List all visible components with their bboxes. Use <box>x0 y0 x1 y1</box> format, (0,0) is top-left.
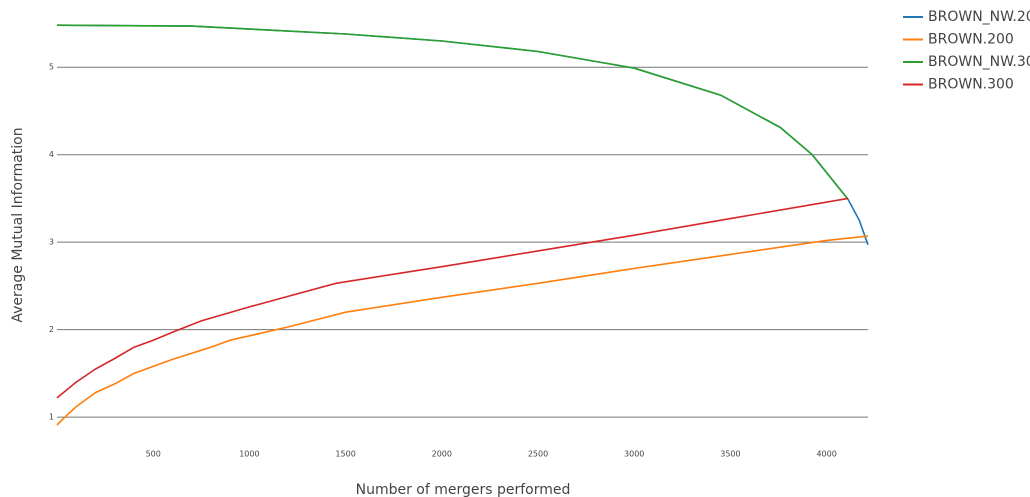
y-tick-label: 1 <box>49 413 54 422</box>
x-tick-label: 1000 <box>239 450 259 459</box>
x-tick-label: 3500 <box>720 450 740 459</box>
x-tick-label: 3000 <box>624 450 644 459</box>
line <box>56 197 849 399</box>
legend-label: BROWN_NW.300 <box>928 54 1030 70</box>
y-axis-title: Average Mutual Information <box>10 127 26 322</box>
x-tick-label: 1500 <box>335 450 355 459</box>
x-tick-label: 2000 <box>432 450 452 459</box>
x-tick-label: 2500 <box>528 450 548 459</box>
line <box>56 24 849 200</box>
y-tick-label: 5 <box>49 63 54 72</box>
line <box>56 235 869 426</box>
x-axis-title: Number of mergers performed <box>356 482 571 497</box>
y-tick-label: 3 <box>49 238 54 247</box>
y-tick-label: 4 <box>49 150 54 159</box>
x-tick-label: 500 <box>146 450 161 459</box>
legend-label: BROWN.300 <box>928 77 1014 93</box>
legend-label: BROWN_NW.200 <box>928 9 1030 25</box>
line <box>56 24 869 246</box>
x-tick-label: 4000 <box>816 450 836 459</box>
legend-label: BROWN.200 <box>928 32 1014 48</box>
y-tick-label: 2 <box>49 325 54 334</box>
